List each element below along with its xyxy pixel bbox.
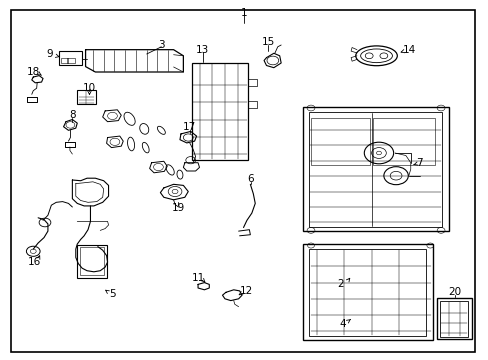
Bar (308, 249, 426, 336)
Text: 19: 19 (171, 203, 185, 213)
Text: 12: 12 (239, 286, 252, 296)
Text: 8: 8 (69, 110, 76, 120)
Bar (308, 112, 441, 227)
Bar (77, 90, 96, 104)
Text: 4: 4 (338, 319, 345, 329)
Text: 20: 20 (447, 287, 460, 297)
Text: 10: 10 (83, 83, 96, 93)
Bar (80, 247, 103, 275)
Bar (372, 118, 434, 165)
Text: 3: 3 (158, 40, 164, 50)
Text: 13: 13 (196, 45, 209, 55)
Bar (77, 245, 106, 278)
Text: 7: 7 (415, 158, 422, 168)
Text: 6: 6 (247, 174, 254, 184)
Text: 5: 5 (109, 289, 116, 300)
Bar (67, 58, 75, 63)
Bar (61, 58, 68, 63)
Text: 18: 18 (26, 67, 40, 77)
Bar (436, 298, 471, 339)
Text: 2: 2 (337, 279, 344, 289)
Text: 17: 17 (183, 122, 196, 132)
Bar (192, 63, 248, 160)
Text: 1: 1 (241, 8, 247, 18)
Bar (439, 301, 468, 337)
Bar (303, 244, 432, 340)
Text: 14: 14 (402, 45, 416, 55)
Text: 9: 9 (46, 49, 53, 59)
Text: 11: 11 (191, 273, 204, 283)
Bar (59, 51, 82, 65)
Bar (310, 118, 369, 165)
Bar (303, 107, 448, 231)
Text: 15: 15 (261, 37, 274, 48)
Text: 16: 16 (27, 257, 41, 267)
